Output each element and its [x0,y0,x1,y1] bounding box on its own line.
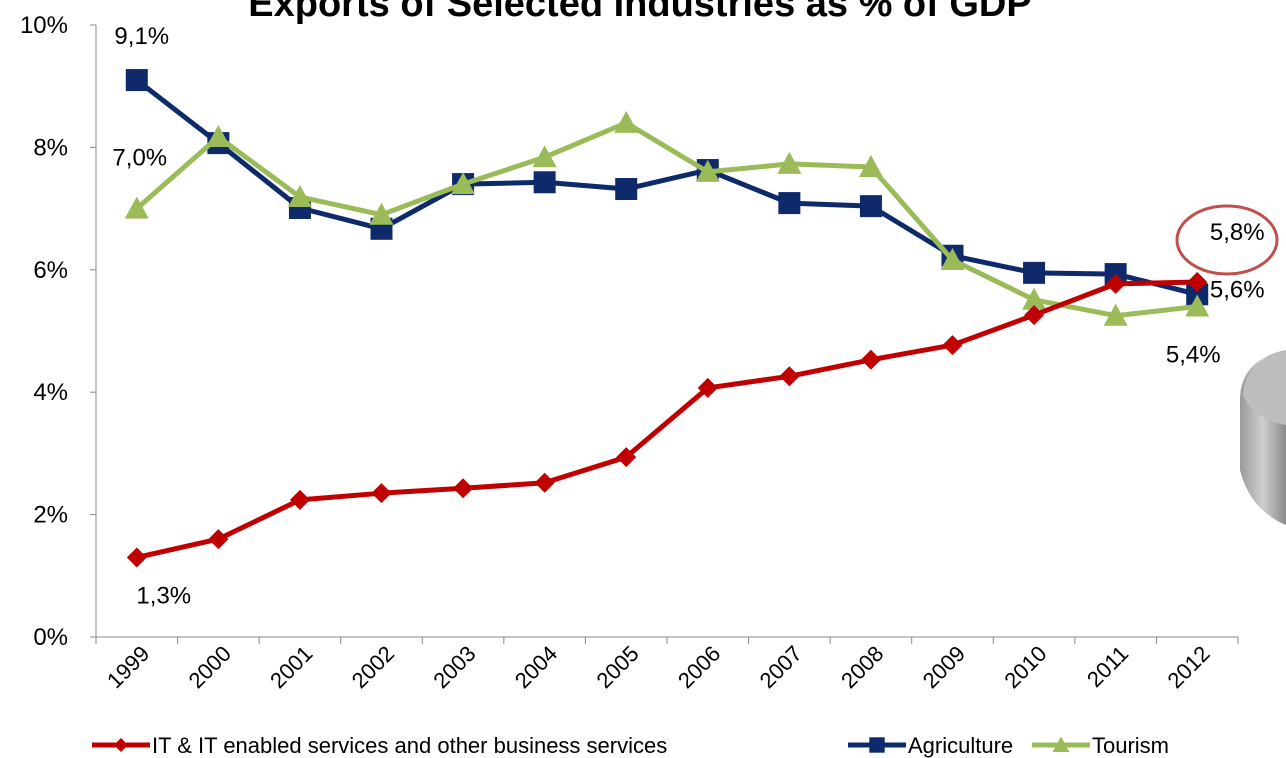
x-tick-label: 2005 [591,641,643,693]
marker-diamond [453,478,474,499]
x-tick-label: 2001 [265,641,317,693]
marker-diamond [1024,305,1045,326]
marker-triangle [369,202,394,225]
legend-item: Tourism [1032,733,1169,758]
marker-diamond [1105,273,1126,294]
marker-triangle [695,159,720,182]
marker-square [869,737,885,753]
y-tick-label: 0% [33,624,68,651]
marker-diamond [534,472,555,493]
marker-triangle [532,145,557,168]
legend-item: Agriculture [848,733,1013,758]
marker-diamond [1187,272,1208,293]
marker-square [1023,261,1046,284]
data-label: 5,8% [1210,219,1265,246]
x-tick-label: 1999 [102,641,154,693]
y-tick-label: 2% [33,502,68,529]
marker-diamond [616,447,637,468]
x-tick-label: 2002 [347,641,399,693]
marker-diamond [942,335,963,356]
marker-square [125,69,148,92]
data-label: 1,3% [136,582,191,609]
marker-square [533,171,556,194]
y-tick-label: 8% [33,134,68,161]
marker-diamond [114,738,128,752]
marker-diamond [371,483,392,504]
y-tick-label: 10% [20,12,68,39]
marker-square [778,192,801,215]
series-line [136,279,1198,560]
highlight-circle [1175,204,1279,276]
marker-triangle [1103,303,1128,326]
x-tick-label: 2007 [755,641,807,693]
legend-label: Tourism [1092,733,1169,758]
x-tick-label: 2009 [918,641,970,693]
x-tick-label: 2006 [673,641,725,693]
x-tick-label: 2003 [428,641,480,693]
marker-triangle [451,172,476,195]
marker-triangle [858,154,883,177]
x-tick-label: 2004 [510,641,562,693]
marker-square [859,195,882,218]
data-label: 7,0% [112,145,167,172]
y-tick-label: 4% [33,379,68,406]
marker-diamond [126,547,147,568]
marker-triangle [940,248,965,271]
x-tick-label: 2012 [1162,641,1214,693]
marker-square [615,178,638,201]
marker-triangle [1022,287,1047,310]
marker-diamond [208,529,229,550]
legend-item: IT & IT enabled services and other busin… [92,733,667,758]
marker-square [1186,283,1209,306]
data-label: 9,1% [114,23,169,50]
data-label: 5,4% [1166,342,1221,369]
decoration-cylinder-top [1243,350,1286,425]
x-tick-label: 2010 [999,641,1051,693]
x-tick-label: 2000 [184,641,236,693]
x-tick-label: 2011 [1082,641,1133,692]
marker-triangle [1052,736,1070,752]
marker-triangle [614,110,639,133]
legend-label: IT & IT enabled services and other busin… [152,733,667,758]
legend-label: Agriculture [908,733,1013,758]
marker-diamond [289,489,310,510]
marker-diamond [779,366,800,387]
marker-triangle [287,184,312,207]
marker-diamond [860,349,881,370]
marker-triangle [206,124,231,147]
marker-triangle [124,196,149,219]
marker-triangle [1185,294,1210,317]
series-line [135,78,1198,297]
data-label: 5,6% [1210,276,1265,303]
chart-title: Exports of Selected Industries as % of G… [248,0,1031,25]
y-tick-label: 6% [33,257,68,284]
x-tick-label: 2008 [836,641,888,693]
marker-diamond [697,377,718,398]
series-line [135,120,1198,319]
marker-triangle [777,151,802,174]
